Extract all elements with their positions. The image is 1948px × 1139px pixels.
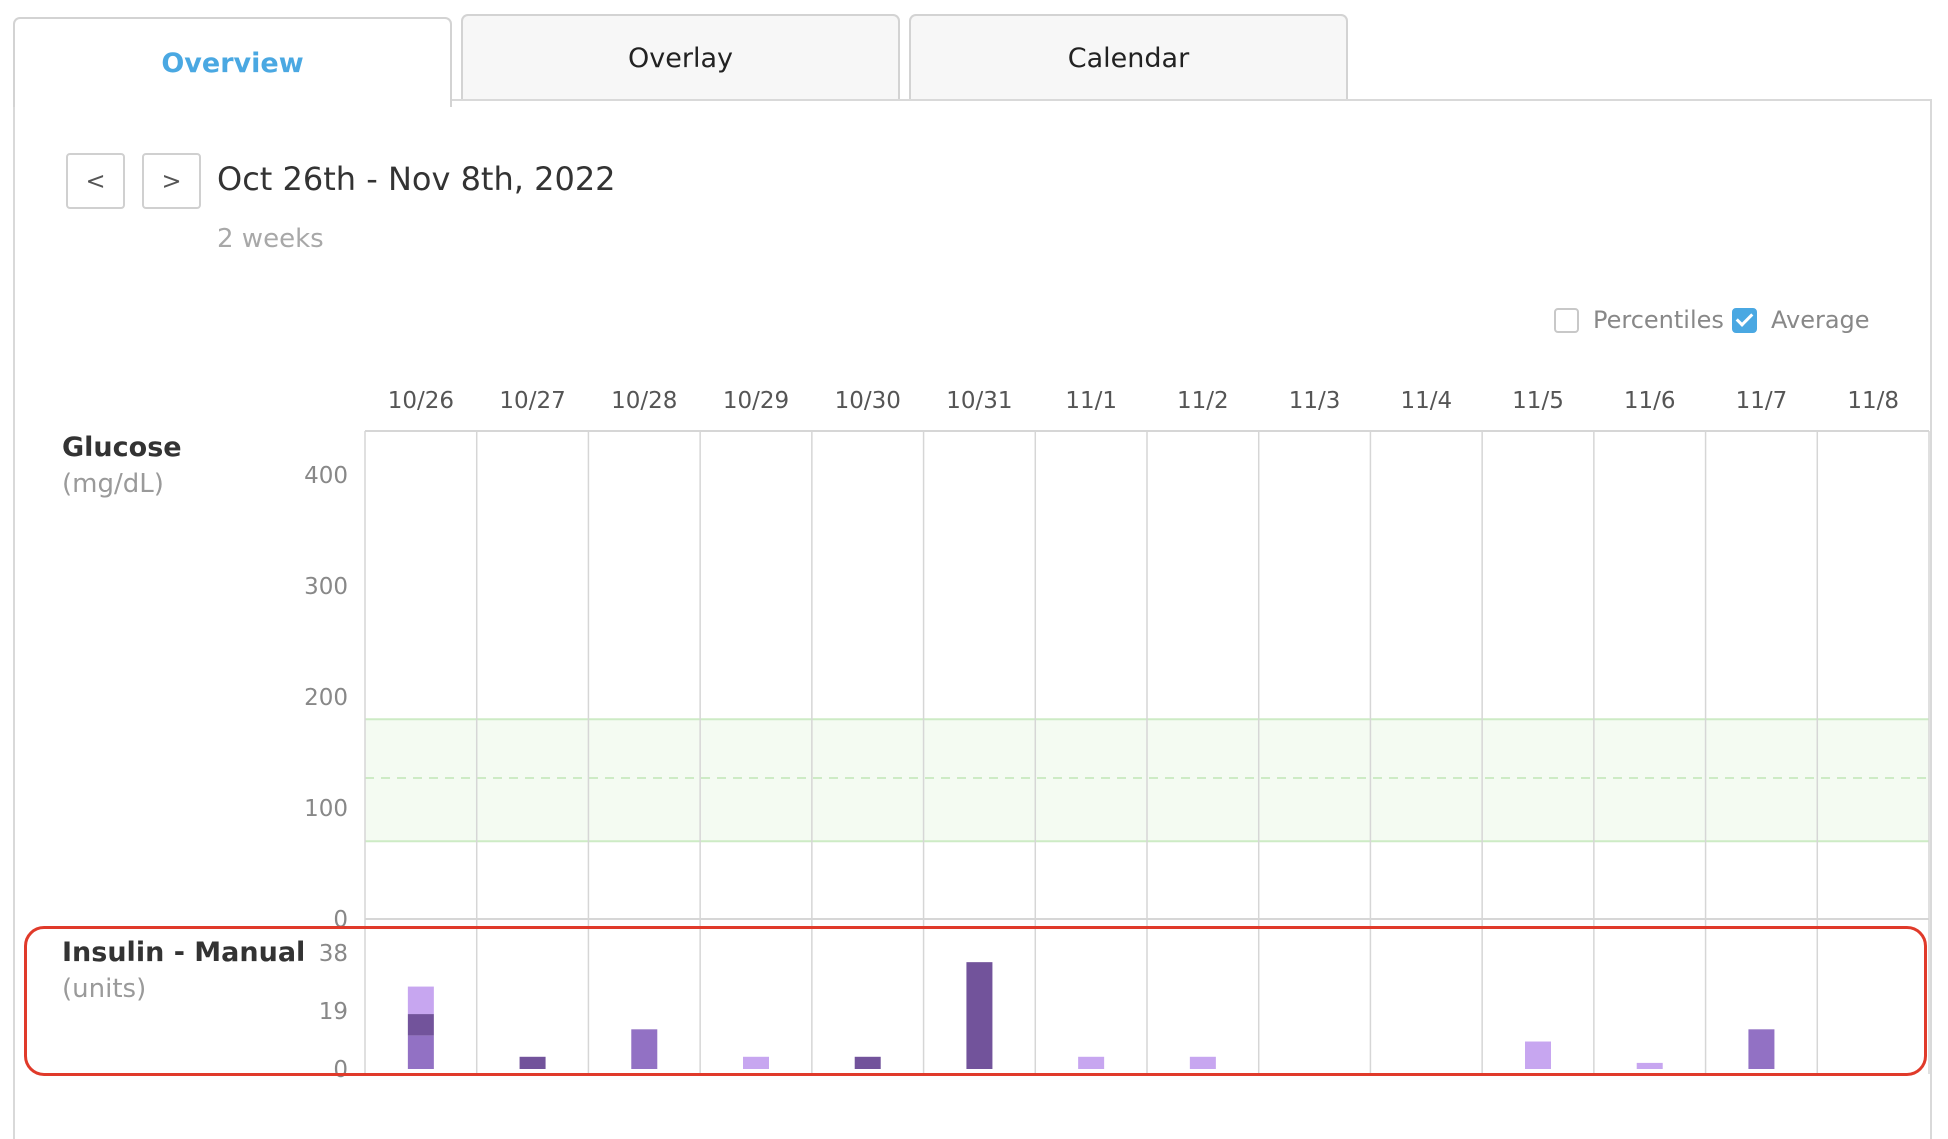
insulin-bar-segment <box>407 986 434 1015</box>
glucose-y-tick-label: 200 <box>304 685 348 711</box>
percentiles-checkbox[interactable] <box>1554 307 1579 333</box>
daily-overview-chart: 10/26 10/27 10/28 10/29 10/30 10/31 11/1 11/2 11… <box>304 388 1930 1083</box>
insulin-bar-segment <box>407 1035 434 1069</box>
x-tick-label: 10/28 <box>611 388 677 414</box>
x-tick-label: 10/30 <box>835 388 901 414</box>
insulin-bar-segment <box>1078 1056 1105 1069</box>
x-tick-label: 11/5 <box>1512 388 1564 414</box>
insulin-unit: (units) <box>62 974 147 1004</box>
glucose-unit: (mg/dL) <box>62 469 164 499</box>
tab-calendar-label: Calendar <box>1067 42 1190 74</box>
date-range-title: Oct 26th - Nov 8th, 2022 <box>217 160 616 198</box>
insulin-bar-segment <box>1636 1062 1663 1069</box>
glucose-title: Glucose <box>62 432 182 463</box>
tab-overview[interactable]: Overview <box>13 17 452 107</box>
x-tick-label: 10/26 <box>388 388 454 414</box>
next-period-button[interactable]: > <box>142 153 201 209</box>
date-range-duration: 2 weeks <box>217 224 324 254</box>
insulin-y-tick-label: 19 <box>319 999 348 1025</box>
x-tick-label: 10/29 <box>723 388 789 414</box>
average-toggle[interactable]: Average <box>1732 306 1870 334</box>
glucose-y-tick-label: 400 <box>304 463 348 489</box>
chevron-left-icon: < <box>85 167 106 195</box>
x-tick-label: 11/6 <box>1624 388 1676 414</box>
insulin-y-tick-label: 0 <box>333 1057 348 1083</box>
previous-period-button[interactable]: < <box>66 153 125 209</box>
insulin-bar-segment <box>966 962 993 1069</box>
tab-calendar[interactable]: Calendar <box>909 14 1348 100</box>
chevron-right-icon: > <box>161 167 182 195</box>
insulin-bar-segment <box>743 1056 769 1069</box>
glucose-y-tick-label: 100 <box>304 796 348 822</box>
insulin-bar-segment <box>519 1056 546 1069</box>
glucose-section-label: Glucose (mg/dL) <box>62 432 182 499</box>
insulin-bar-segment <box>631 1029 658 1069</box>
x-tick-label: 10/27 <box>499 388 565 414</box>
insulin-bar-segment <box>1525 1041 1551 1069</box>
x-tick-label: 11/3 <box>1289 388 1341 414</box>
insulin-bar-segment <box>1189 1056 1216 1069</box>
tab-overview-label: Overview <box>161 47 304 79</box>
x-tick-label: 10/31 <box>946 388 1012 414</box>
tab-overlay[interactable]: Overlay <box>461 14 900 100</box>
x-tick-label: 11/7 <box>1736 388 1788 414</box>
insulin-section-label: Insulin - Manual (units) <box>62 937 305 1004</box>
x-tick-label: 11/4 <box>1400 388 1452 414</box>
insulin-bar-segment <box>854 1056 881 1069</box>
x-tick-label: 11/1 <box>1065 388 1117 414</box>
x-tick-label: 11/8 <box>1847 388 1899 414</box>
tab-overlay-label: Overlay <box>628 42 733 74</box>
insulin-bar-segment <box>407 1014 434 1036</box>
x-tick-label: 11/2 <box>1177 388 1229 414</box>
percentiles-toggle[interactable]: Percentiles <box>1554 306 1724 334</box>
average-label: Average <box>1771 306 1870 334</box>
insulin-title: Insulin - Manual <box>62 937 306 968</box>
glucose-y-tick-label: 0 <box>333 907 348 933</box>
glucose-y-tick-label: 300 <box>304 574 348 600</box>
insulin-y-tick-label: 38 <box>319 941 348 967</box>
insulin-bar-segment <box>1748 1029 1775 1069</box>
percentiles-label: Percentiles <box>1593 306 1724 334</box>
average-checkbox[interactable] <box>1732 307 1757 333</box>
